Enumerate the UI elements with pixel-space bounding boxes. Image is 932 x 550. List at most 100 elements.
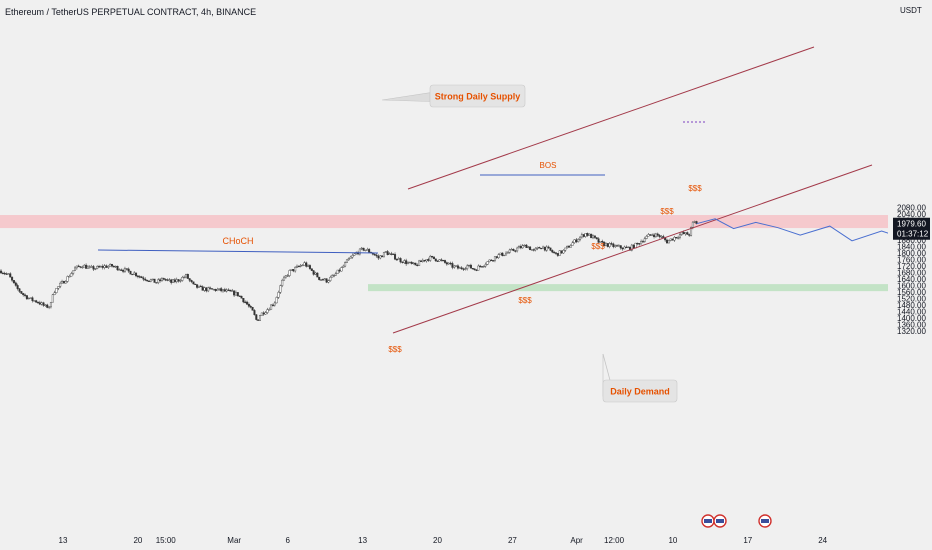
candle-body: [410, 261, 413, 264]
candle-body: [75, 265, 78, 269]
candle-body: [205, 287, 208, 292]
candle-body: [482, 265, 485, 268]
time-tick-label: 27: [508, 536, 517, 545]
candle-body: [229, 289, 232, 292]
candle-body: [625, 246, 628, 249]
candle-body: [423, 259, 426, 262]
candle-body: [12, 280, 15, 284]
candle-body: [392, 253, 395, 255]
candle-body: [416, 264, 419, 267]
candle-body: [31, 297, 34, 301]
candle-body: [364, 249, 367, 252]
candle-body: [51, 294, 54, 303]
candle-body: [184, 274, 187, 278]
candle-body: [530, 249, 533, 251]
candle-body: [632, 244, 635, 249]
supply-zone: [0, 215, 888, 229]
candle-body: [288, 270, 291, 276]
price-axis-bg: [888, 0, 932, 550]
candle-body: [549, 247, 552, 251]
candle-body: [405, 260, 408, 265]
candle-body: [103, 265, 106, 268]
candle-body: [177, 279, 180, 282]
candle-body: [116, 265, 119, 271]
price-tick-label: 1720.00: [897, 262, 926, 271]
candle-body: [314, 272, 317, 275]
candle-body: [577, 239, 580, 243]
candle-body: [495, 256, 498, 258]
candle-body: [210, 288, 213, 290]
candle-body: [122, 270, 125, 272]
candle-body: [538, 247, 541, 249]
candle-body: [460, 267, 463, 269]
candle-body: [542, 246, 545, 249]
candle-body: [186, 274, 189, 279]
candle-body: [114, 265, 117, 268]
candle-body: [601, 241, 604, 243]
candle-body: [506, 252, 509, 254]
candle-body: [621, 247, 624, 250]
candle-body: [558, 250, 561, 256]
liquidity-label: $$$: [591, 242, 605, 251]
candle-body: [684, 232, 687, 235]
candle-body: [667, 240, 670, 244]
candle-body: [325, 278, 328, 283]
candle-body: [170, 279, 173, 283]
candle-body: [477, 265, 480, 271]
candle-body: [35, 300, 38, 303]
candles-layer: [0, 220, 698, 321]
candle-body: [449, 262, 452, 265]
candle-body: [183, 276, 186, 279]
candle-body: [595, 237, 598, 239]
time-axis[interactable]: 13 20 15:00 Mar 6 13 20 27 Apr 12:00 10 17 24: [0, 530, 932, 550]
last-price-marker: [893, 217, 930, 240]
candle-body: [151, 278, 154, 281]
liquidity-label: $$$: [660, 207, 674, 216]
candle-body: [425, 259, 428, 262]
channel-lower-line: [392, 164, 873, 334]
candle-body: [144, 278, 147, 281]
candle-body: [73, 267, 76, 271]
candle-body: [118, 269, 121, 271]
candle-body: [168, 279, 171, 281]
candle-body: [236, 292, 239, 297]
candle-body: [682, 232, 685, 235]
candle-body: [551, 250, 554, 253]
candle-body: [553, 251, 556, 254]
candle-body: [510, 248, 513, 251]
candle-body: [693, 221, 696, 223]
candle-body: [190, 280, 193, 282]
candle-body: [660, 236, 663, 238]
candle-body: [555, 252, 558, 254]
candle-body: [94, 268, 97, 270]
candle-body: [675, 237, 678, 239]
candle-body: [569, 245, 572, 248]
time-tick-label: 17: [743, 536, 752, 545]
candle-body: [669, 238, 672, 241]
supply-callout-text: Strong Daily Supply: [435, 92, 521, 102]
candle-body: [654, 233, 657, 237]
candle-body: [101, 266, 104, 268]
time-tick-label: 12:00: [604, 536, 625, 545]
price-axis[interactable]: USDT2080.002040.002000.001960.001920.001…: [888, 0, 932, 550]
candle-body: [606, 243, 609, 247]
candle-body: [207, 287, 210, 292]
candle-body: [135, 272, 138, 277]
candle-body: [68, 276, 71, 278]
demand-callout-text: Daily Demand: [610, 387, 670, 397]
candle-body: [25, 295, 28, 300]
candle-body: [227, 289, 230, 291]
candle-body: [147, 280, 150, 282]
price-tick-label: 1360.00: [897, 321, 926, 330]
candle-body: [445, 262, 448, 265]
candle-body: [571, 242, 574, 246]
candle-body: [429, 256, 432, 261]
candle-body: [175, 279, 178, 282]
time-tick-label: 13: [59, 536, 68, 545]
price-tick-label: 1680.00: [897, 269, 926, 278]
candle-body: [96, 266, 99, 269]
candle-body: [281, 279, 284, 286]
candle-body: [414, 262, 417, 266]
